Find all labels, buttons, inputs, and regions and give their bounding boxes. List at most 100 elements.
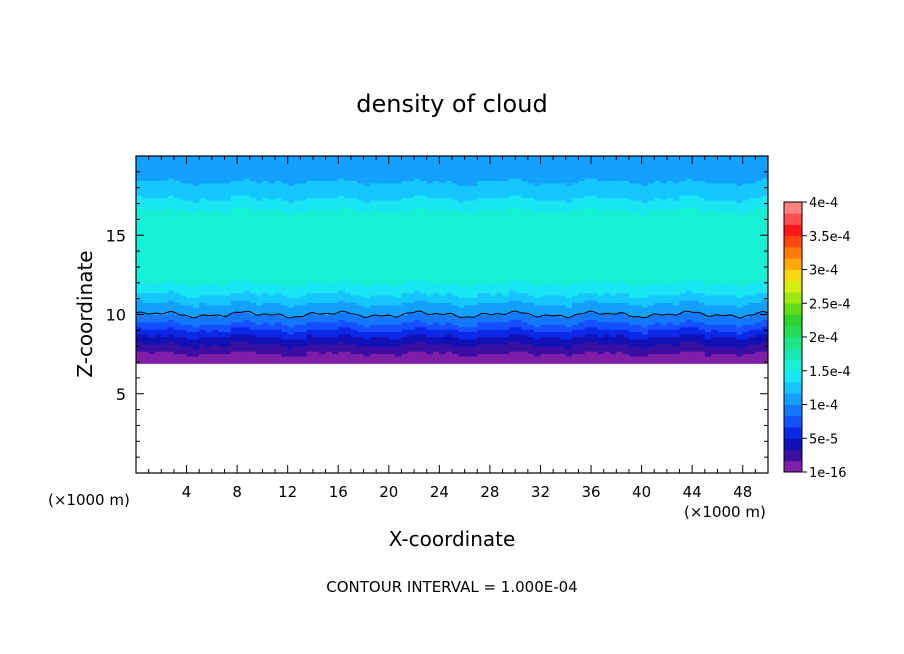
field-cell bbox=[439, 246, 447, 250]
field-cell bbox=[154, 302, 162, 306]
field-cell bbox=[306, 299, 314, 303]
field-cell bbox=[502, 299, 510, 303]
field-cell bbox=[136, 177, 143, 181]
field-cell bbox=[262, 346, 270, 350]
field-cell bbox=[306, 234, 314, 238]
field-cell bbox=[470, 197, 478, 201]
field-cell bbox=[338, 263, 346, 267]
field-cell bbox=[180, 229, 188, 233]
field-cell bbox=[439, 309, 447, 313]
field-cell bbox=[300, 192, 308, 196]
field-cell bbox=[256, 204, 263, 208]
field-cell bbox=[433, 224, 440, 228]
field-cell bbox=[230, 319, 238, 323]
field-cell bbox=[230, 292, 238, 296]
field-cell bbox=[464, 331, 472, 335]
field-cell bbox=[249, 204, 257, 208]
field-cell bbox=[142, 326, 150, 330]
field-cell bbox=[281, 202, 289, 206]
field-cell bbox=[230, 243, 238, 247]
field-cell bbox=[439, 285, 447, 289]
field-cell bbox=[420, 309, 428, 313]
field-cell bbox=[458, 231, 466, 235]
field-cell bbox=[401, 319, 409, 323]
field-cell bbox=[319, 158, 327, 162]
field-cell bbox=[173, 216, 181, 220]
field-cell bbox=[470, 168, 478, 172]
field-cell bbox=[414, 226, 421, 230]
field-cell bbox=[319, 314, 327, 318]
field-cell bbox=[350, 316, 358, 320]
field-cell bbox=[470, 280, 478, 284]
field-cell bbox=[395, 321, 403, 325]
field-cell bbox=[502, 224, 510, 228]
field-cell bbox=[350, 165, 358, 169]
field-cell bbox=[256, 182, 263, 186]
field-cell bbox=[154, 229, 162, 233]
field-cell bbox=[388, 156, 396, 160]
field-cell bbox=[502, 329, 510, 333]
field-cell bbox=[470, 180, 478, 184]
field-cell bbox=[294, 234, 301, 238]
field-cell bbox=[262, 165, 270, 169]
field-cell bbox=[382, 285, 390, 289]
field-cell bbox=[287, 241, 295, 245]
field-cell bbox=[306, 334, 314, 338]
field-cell bbox=[136, 165, 143, 169]
field-cell bbox=[414, 341, 421, 345]
field-cell bbox=[388, 290, 396, 294]
field-cell bbox=[205, 329, 213, 333]
field-cell bbox=[483, 180, 491, 184]
field-cell bbox=[312, 226, 320, 230]
field-cell bbox=[154, 277, 162, 281]
field-cell bbox=[199, 314, 207, 318]
field-cell bbox=[148, 175, 156, 179]
field-cell bbox=[312, 199, 320, 203]
field-cell bbox=[338, 355, 346, 359]
field-cell bbox=[338, 226, 346, 230]
field-cell bbox=[186, 312, 194, 316]
field-cell bbox=[382, 156, 390, 160]
field-cell bbox=[306, 321, 314, 325]
field-cell bbox=[489, 355, 497, 359]
field-cell bbox=[401, 195, 409, 199]
field-cell bbox=[350, 285, 358, 289]
field-cell bbox=[369, 251, 377, 255]
field-cell bbox=[363, 229, 371, 233]
field-cell bbox=[249, 260, 257, 264]
field-cell bbox=[439, 338, 447, 342]
field-cell bbox=[262, 236, 270, 240]
field-cell bbox=[388, 273, 396, 277]
field-cell bbox=[167, 343, 175, 347]
field-cell bbox=[312, 273, 320, 277]
field-cell bbox=[211, 177, 219, 181]
field-cell bbox=[287, 195, 295, 199]
field-cell bbox=[407, 360, 415, 364]
field-cell bbox=[300, 290, 308, 294]
field-cell bbox=[312, 302, 320, 306]
field-cell bbox=[376, 294, 384, 299]
field-cell bbox=[268, 216, 276, 220]
field-cell bbox=[426, 236, 434, 240]
field-cell bbox=[243, 290, 251, 294]
field-cell bbox=[458, 338, 466, 342]
field-cell bbox=[331, 253, 339, 257]
field-cell bbox=[243, 229, 251, 233]
field-cell bbox=[148, 319, 156, 323]
field-cell bbox=[262, 182, 270, 186]
field-cell bbox=[357, 241, 365, 245]
field-cell bbox=[192, 224, 200, 228]
field-cell bbox=[218, 212, 226, 216]
field-cell bbox=[376, 173, 384, 177]
field-cell bbox=[173, 314, 181, 318]
field-cell bbox=[287, 224, 295, 228]
field-cell bbox=[401, 165, 409, 169]
field-cell bbox=[401, 180, 409, 184]
field-cell bbox=[350, 302, 358, 306]
field-cell bbox=[154, 156, 162, 160]
field-cell bbox=[294, 177, 301, 181]
field-cell bbox=[142, 160, 150, 164]
field-cell bbox=[167, 290, 175, 294]
field-cell bbox=[376, 187, 384, 191]
field-cell bbox=[243, 282, 251, 286]
